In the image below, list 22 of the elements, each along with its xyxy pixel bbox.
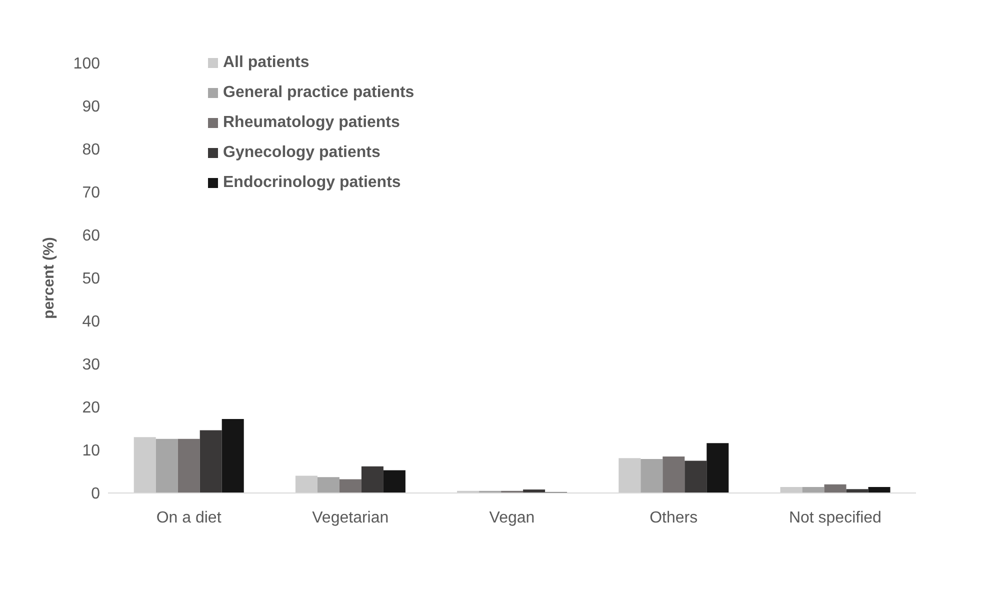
x-tick-label: On a diet [156,509,222,526]
legend-label: Rheumatology patients [223,114,400,132]
legend-label: Endocrinology patients [223,174,401,192]
legend-label: General practice patients [223,84,414,102]
y-tick-label: 20 [82,400,100,417]
y-tick-label: 90 [82,98,100,116]
y-tick-label: 100 [73,56,100,73]
y-tick-label: 60 [82,228,100,245]
x-tick-label: Vegetarian [312,509,389,526]
y-tick-label: 30 [82,356,100,374]
y-tick-label: 40 [82,314,100,331]
y-tick-label: 50 [82,270,100,288]
legend-label: Gynecology patients [223,144,380,162]
y-axis-title: percent (%) [40,237,58,319]
y-tick-label: 80 [82,142,100,159]
x-tick-label: Not specified [788,509,882,526]
y-tick-label: 70 [82,184,100,202]
x-tick-label: Others [650,509,698,526]
x-tick-label: Vegan [489,509,535,526]
y-tick-label: 0 [91,486,100,503]
legend-label: All patients [223,54,310,72]
y-tick-label: 10 [82,442,100,460]
